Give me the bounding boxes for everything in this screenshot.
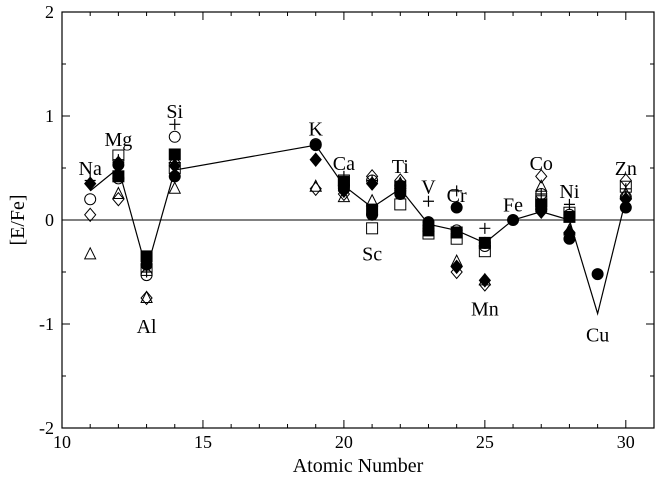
data-point-filled-circle [309,139,322,152]
data-point-open-triangle [309,179,323,192]
data-point-open-triangle [83,246,97,260]
element-label: Ni [559,181,579,203]
element-label: Zn [615,158,637,180]
data-point-filled-square [478,236,491,249]
data-point-filled-circle [591,268,604,281]
element-label: Al [137,316,157,338]
data-point-plus [535,188,547,200]
element-label: Na [79,158,102,180]
element-label: Ti [392,156,410,178]
data-point-filled-diamond [478,273,492,288]
data-point-filled-square [112,170,125,183]
data-point-open-square [394,198,407,211]
element-label: V [421,177,436,199]
data-point-open-square [478,245,491,258]
data-point-open-diamond [478,277,492,292]
axis-ticks [61,11,654,429]
y-tick-label: 1 [45,106,54,126]
element-label: Cu [586,324,609,346]
y-tick-label: 0 [45,210,54,230]
data-point-filled-square [366,203,379,216]
data-point-open-diamond [450,264,463,280]
trend-line [89,144,627,316]
data-point-plus [112,154,124,166]
element-label: Cr [447,185,467,207]
data-point-open-triangle [337,189,351,203]
data-point-filled-diamond [309,152,322,167]
data-point-open-diamond [140,290,153,306]
data-point-plus [338,170,350,182]
element-label: Si [166,101,183,123]
data-point-filled-diamond [535,204,548,219]
data-point-filled-circle [507,214,520,226]
data-point-plus [141,266,153,278]
data-point-open-triangle [478,272,492,286]
data-point-open-triangle [422,218,435,232]
data-markers [83,118,633,306]
data-point-plus [394,178,406,190]
tick-labels: 10 15 20 25 30 -2 -1 0 1 2 [39,2,635,452]
data-point-open-diamond [337,186,351,202]
data-point-plus [451,185,463,197]
element-label: K [308,118,323,140]
data-point-filled-diamond [168,158,181,174]
data-point-open-diamond [535,169,548,184]
data-point-filled-circle [450,201,463,214]
x-tick-label: 25 [476,432,494,452]
element-label: Co [530,153,553,175]
element-label: Sc [362,243,382,265]
x-axis-title: Atomic Number [293,455,424,477]
x-tick-label: 15 [194,432,212,452]
data-point-open-diamond [84,207,97,223]
data-point-filled-diamond [422,217,435,233]
y-tick-label: -1 [39,314,54,334]
data-point-open-triangle [168,181,182,194]
data-point-open-square [450,232,463,245]
data-point-open-triangle [619,186,633,199]
data-point-plus [84,174,96,186]
data-point-plus [366,174,378,186]
data-point-open-triangle [140,290,153,303]
y-tick-label: -2 [39,418,54,438]
data-point-plus [620,183,632,195]
data-point-open-square [366,222,379,235]
y-axis-title: [E/Fe] [7,194,29,245]
element-label: Mg [104,129,132,151]
data-point-plus [422,195,434,207]
data-point-open-circle [309,138,322,151]
data-point-open-triangle [563,222,576,236]
x-tick-label: 10 [53,432,71,452]
data-point-open-circle [168,130,181,143]
data-point-open-diamond [168,155,181,171]
data-point-filled-square [168,148,181,161]
y-tick-label: 2 [45,2,54,22]
data-point-filled-diamond [450,259,463,275]
data-point-open-circle [84,193,97,206]
element-label: Mn [471,298,499,320]
data-point-open-triangle [450,253,463,267]
x-tick-label: 20 [335,432,353,452]
data-point-plus [563,198,575,210]
data-point-plus [479,222,491,234]
data-point-open-triangle [112,186,125,199]
data-point-filled-diamond [619,191,632,207]
element-label: Fe [503,194,523,216]
data-point-filled-square [450,226,463,239]
element-label: Ca [333,153,355,175]
data-point-open-diamond [112,191,125,207]
data-point-plus [169,118,181,130]
data-point-open-triangle [365,193,379,207]
x-tick-label: 30 [617,432,635,452]
data-point-filled-square [563,210,576,223]
